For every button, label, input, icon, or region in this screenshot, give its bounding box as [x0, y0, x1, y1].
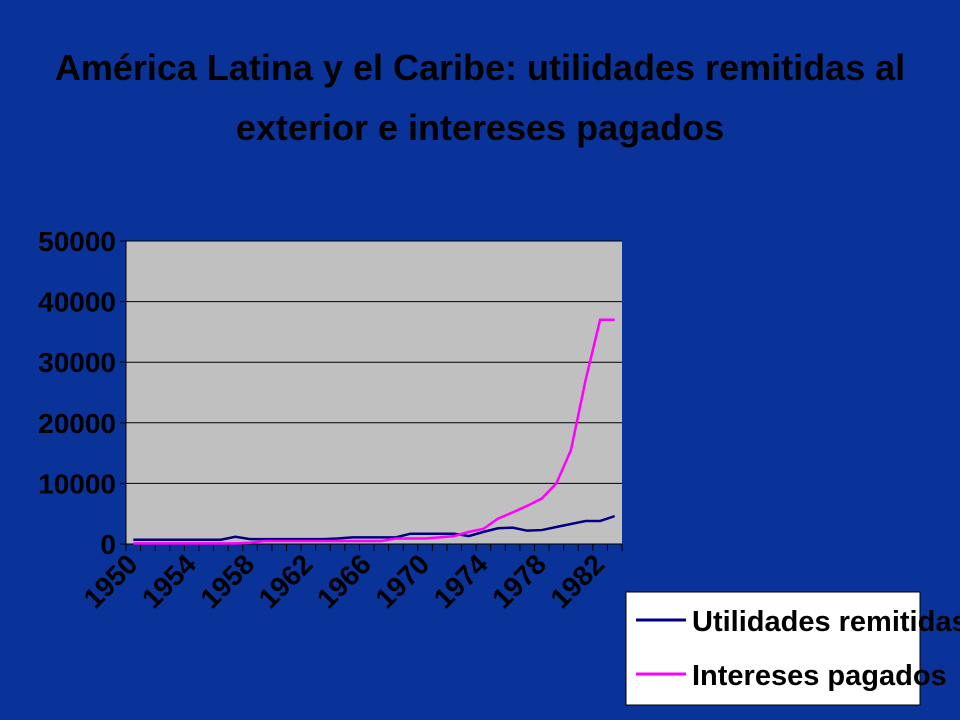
y-tick-label: 30000: [38, 347, 116, 378]
y-tick-label: 10000: [38, 468, 116, 499]
y-tick-label: 50000: [38, 226, 116, 257]
series-line: [133, 318, 615, 545]
y-tick-label: 20000: [38, 408, 116, 439]
y-tick-label: 40000: [38, 287, 116, 318]
legend: [625, 591, 921, 706]
y-tick-label: 0: [100, 529, 116, 560]
chart-title: América Latina y el Caribe: utilidades r…: [55, 47, 905, 148]
legend-label: Utilidades remitidas: [692, 606, 960, 638]
series-line: [133, 514, 616, 542]
legend-label: Intereses pagados: [692, 660, 947, 692]
plot-area: [126, 241, 622, 544]
